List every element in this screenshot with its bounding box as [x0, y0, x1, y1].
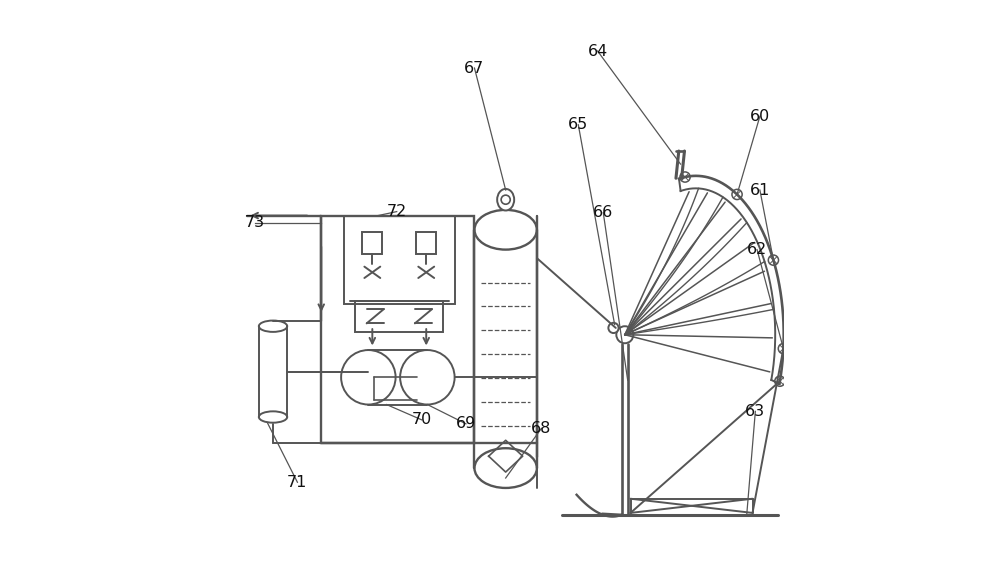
Bar [321, 215, 474, 442]
Circle shape [768, 255, 779, 265]
Ellipse shape [400, 350, 455, 405]
Text: 70: 70 [412, 413, 432, 427]
Bar [355, 301, 443, 332]
Circle shape [680, 172, 690, 182]
Text: 64: 64 [587, 44, 608, 58]
Ellipse shape [259, 411, 287, 423]
Ellipse shape [497, 189, 514, 210]
Text: 67: 67 [464, 61, 485, 76]
Text: 65: 65 [568, 117, 588, 132]
Text: 62: 62 [747, 242, 767, 257]
Text: 61: 61 [750, 183, 770, 198]
Text: 72: 72 [387, 204, 407, 219]
Text: 73: 73 [245, 215, 265, 230]
Circle shape [778, 343, 788, 354]
Text: 68: 68 [531, 421, 552, 436]
Bar [362, 232, 382, 254]
Circle shape [775, 376, 785, 386]
Circle shape [608, 323, 619, 333]
Bar [416, 232, 436, 254]
Text: 63: 63 [745, 404, 765, 419]
Ellipse shape [259, 320, 287, 332]
Circle shape [616, 326, 633, 343]
Ellipse shape [474, 210, 537, 250]
Ellipse shape [341, 350, 396, 405]
Bar [344, 215, 455, 304]
Text: 66: 66 [593, 205, 613, 220]
Text: 60: 60 [750, 109, 770, 124]
Ellipse shape [474, 448, 537, 488]
Text: 69: 69 [456, 417, 476, 431]
Circle shape [501, 195, 510, 204]
Circle shape [732, 189, 742, 199]
Text: 71: 71 [287, 475, 308, 490]
